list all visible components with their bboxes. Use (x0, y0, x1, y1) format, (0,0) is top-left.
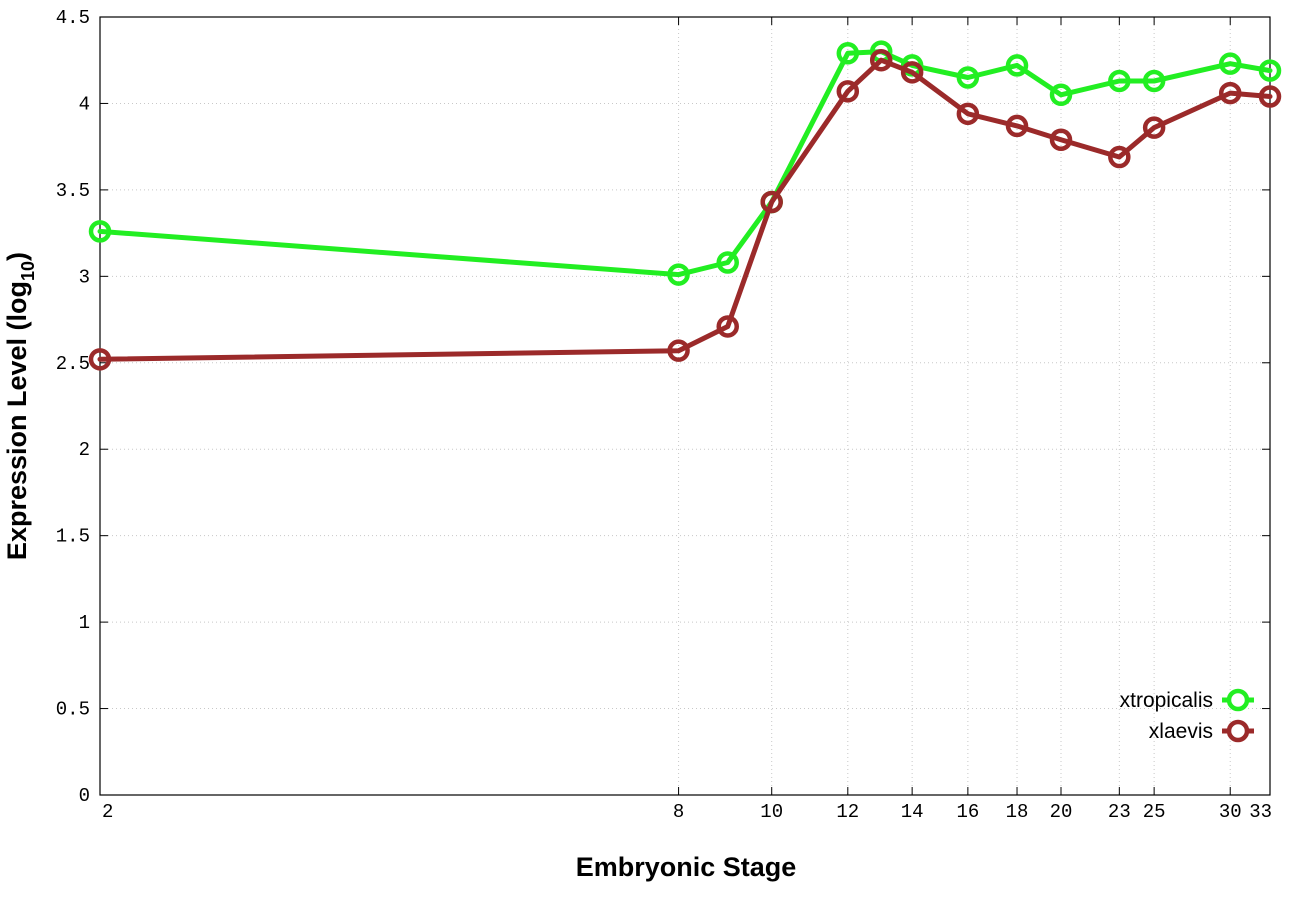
y-axis-title-subscript: 10 (18, 261, 38, 281)
data-point (836, 80, 860, 103)
series-line-xtropicalis (97, 49, 1273, 278)
legend: xtropicalis xlaevis (1120, 688, 1254, 743)
data-point (1049, 83, 1073, 107)
legend-label-xtropicalis: xtropicalis (1120, 689, 1213, 712)
x-tick-label: 2 (102, 801, 113, 823)
data-point (1005, 114, 1029, 138)
data-point (900, 61, 924, 84)
data-point (716, 315, 739, 338)
data-point (1218, 81, 1242, 105)
x-tick-label: 12 (836, 801, 859, 823)
x-tick-label: 8 (673, 801, 684, 823)
data-point (1218, 52, 1242, 75)
data-point (1108, 145, 1131, 169)
series-line-xlaevis (97, 57, 1273, 362)
y-tick-label: 2 (79, 439, 90, 461)
y-tick-label: 3.5 (56, 180, 90, 202)
x-tick-label: 33 (1249, 801, 1272, 823)
x-tick-label: 18 (1006, 801, 1029, 823)
data-point (1258, 59, 1282, 82)
x-tick-label: 25 (1143, 801, 1166, 823)
x-tick-label: 23 (1108, 801, 1131, 823)
data-point (956, 66, 980, 89)
data-point (667, 263, 690, 286)
data-point (760, 190, 783, 214)
x-tick-label: 20 (1050, 801, 1073, 823)
y-tick-label: 2.5 (56, 353, 90, 375)
legend-swatch-marker (1226, 688, 1250, 712)
plot-frame (99, 16, 1271, 796)
series-xtropicalis (88, 40, 1282, 286)
data-point (1258, 85, 1282, 108)
series-layer (88, 40, 1282, 371)
data-point (836, 42, 860, 65)
data-point (667, 339, 690, 362)
data-point (869, 48, 893, 72)
x-tick-label: 30 (1219, 801, 1242, 823)
data-point (1142, 116, 1166, 139)
y-axis-title-close: ) (2, 252, 32, 261)
y-tick-label: 1 (79, 612, 90, 634)
x-tick-label: 10 (760, 801, 783, 823)
data-point (88, 220, 112, 243)
y-tick-label: 0.5 (56, 699, 90, 721)
y-tick-label: 1.5 (56, 526, 90, 548)
y-tick-label: 4 (79, 93, 90, 115)
x-tick-label: 14 (901, 801, 924, 823)
data-point (956, 102, 980, 126)
series-xlaevis (88, 48, 1282, 371)
y-axis-title-main: Expression Level (log (2, 281, 32, 560)
y-tick-label: 0 (79, 785, 90, 807)
data-point (1049, 128, 1073, 152)
legend-swatch-marker (1226, 719, 1250, 743)
data-point (1142, 69, 1166, 93)
y-axis-title: Expression Level (log10) (2, 252, 38, 560)
x-tick-label: 16 (956, 801, 979, 823)
y-tick-label: 4.5 (56, 7, 90, 29)
axis-ticks: 0 0.5 1 1.5 2 2.5 3 3.5 4 4.5 2 8 10 12 14 16 18 20 23 25 30… (56, 7, 1272, 823)
data-point (1005, 54, 1029, 77)
data-point (716, 251, 739, 274)
data-point (1108, 69, 1131, 93)
x-axis-title: Embryonic Stage (576, 852, 797, 882)
y-tick-label: 3 (79, 266, 90, 288)
legend-label-xlaevis: xlaevis (1149, 720, 1213, 743)
data-point (88, 348, 112, 371)
grid-lines (100, 17, 1270, 795)
